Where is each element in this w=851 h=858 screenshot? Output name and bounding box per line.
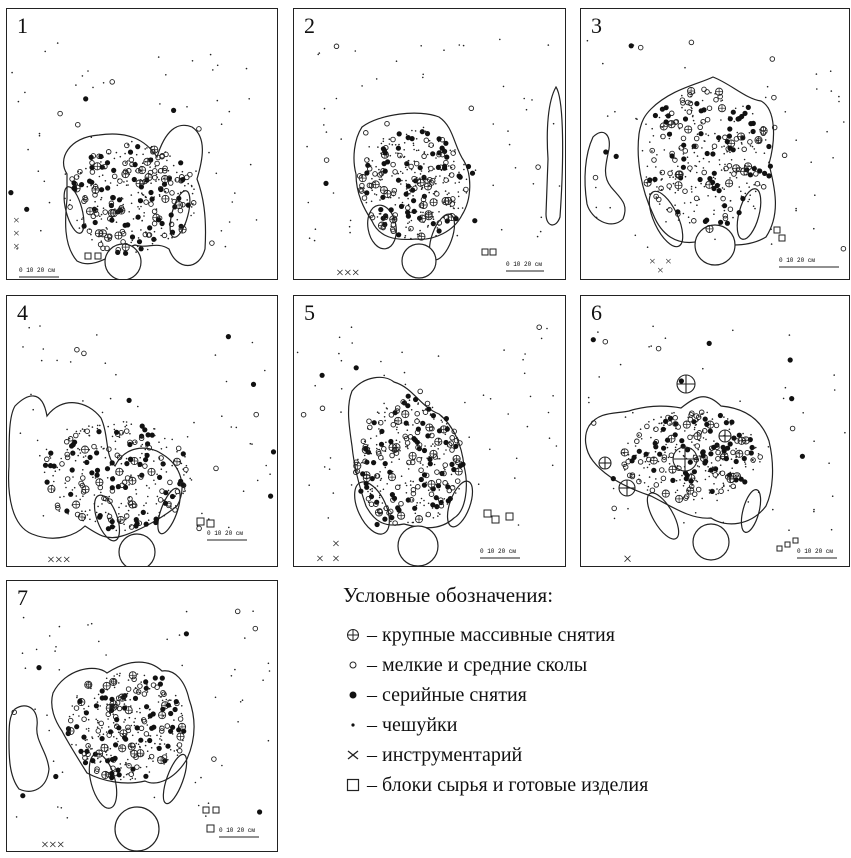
plan-drawing: ××× 0 10 20 см (8, 608, 271, 851)
legend: Условные обозначения: – крупные массивны… (343, 583, 843, 800)
plan-panel-7: 7 ××× 0 10 20 см (6, 580, 278, 852)
tool-icon (343, 745, 363, 765)
panel-number: 3 (591, 13, 602, 38)
svg-text:×: × (649, 254, 656, 268)
svg-text:×: × (13, 213, 20, 227)
svg-text:×: × (13, 239, 20, 253)
legend-item-label: – серийные снятия (367, 683, 527, 706)
plan-drawing: × × × 0 10 20 см (584, 39, 847, 277)
plan-panel-3: 3 × × × 0 10 20 см (580, 8, 850, 280)
raw-block-icon (343, 775, 363, 795)
plan-panel-6: 6 × 0 10 20 см (580, 295, 850, 567)
small-medium-chip-icon (343, 655, 363, 675)
plan-drawing: ××× 0 10 20 см (306, 38, 564, 279)
svg-text:×: × (665, 254, 672, 268)
svg-text:×: × (13, 226, 20, 240)
svg-text:×: × (332, 552, 340, 566)
large-massive-flake-icon (343, 625, 363, 645)
svg-text:×: × (657, 263, 664, 277)
legend-item-serial-removals: – серийные снятия (343, 680, 843, 710)
svg-text:×: × (316, 552, 324, 566)
scale-bar: 0 10 20 см (506, 261, 544, 272)
scale-label: 0 10 20 см (506, 261, 542, 268)
panel-number: 7 (17, 585, 28, 610)
legend-item-tools: – инструментарий (343, 740, 843, 770)
panel-number: 6 (591, 300, 602, 325)
legend-item-label: – инструментарий (367, 743, 523, 766)
scale-label: 0 10 20 см (779, 257, 815, 264)
plan-drawing: × × × 0 10 20 см (296, 324, 558, 566)
svg-text:×: × (332, 537, 340, 552)
scale-bar: 0 10 20 см (480, 548, 520, 559)
svg-text:×××: ××× (47, 553, 71, 566)
legend-item-raw-blocks: – блоки сырья и готовые изделия (343, 770, 843, 800)
scale-bar: 0 10 20 см (207, 530, 247, 541)
legend-title: Условные обозначения: (343, 583, 554, 607)
panel-number: 4 (17, 300, 28, 325)
legend-item-label: – чешуйки (367, 713, 458, 736)
legend-item-label: – крупные массивные снятия (367, 623, 615, 646)
legend-item-label: – блоки сырья и готовые изделия (367, 773, 649, 796)
plan-panel-4: 4 ××× 0 10 20 см (6, 295, 278, 567)
scale-label: 0 10 20 см (219, 827, 255, 834)
scale-bar: 0 10 20 см (219, 827, 259, 838)
serial-removal-icon (343, 685, 363, 705)
scale-bar: 0 10 20 см (19, 267, 59, 278)
scale-flake-icon (343, 715, 363, 735)
svg-text:×: × (623, 551, 632, 566)
legend-item-scales: – чешуйки (343, 710, 843, 740)
legend-item-small-chips: – мелкие и средние сколы (343, 650, 843, 680)
scale-label: 0 10 20 см (19, 267, 55, 274)
plan-panel-2: 2 ××× 0 10 20 см (293, 8, 566, 280)
scale-label: 0 10 20 см (797, 548, 833, 555)
legend-item-large-flakes: – крупные массивные снятия (343, 620, 843, 650)
legend-item-label: – мелкие и средние сколы (367, 653, 588, 676)
panel-number: 2 (304, 13, 315, 38)
scale-bar: 0 10 20 см (797, 548, 837, 559)
plan-panel-5: 5 × × × 0 10 20 см (293, 295, 566, 567)
scale-bar: 0 10 20 см (779, 257, 839, 268)
plan-panel-1: 1 × × × 0 10 20 см (6, 8, 278, 280)
plan-drawing: × × × 0 10 20 см (8, 42, 258, 279)
svg-text:×××: ××× (41, 838, 65, 851)
scale-label: 0 10 20 см (480, 548, 516, 555)
panel-number: 1 (17, 13, 28, 38)
svg-text:×××: ××× (336, 266, 360, 279)
scale-label: 0 10 20 см (207, 530, 243, 537)
plan-drawing: ××× 0 10 20 см (8, 325, 277, 566)
panel-number: 5 (304, 300, 315, 325)
plan-drawing: × 0 10 20 см (584, 325, 846, 566)
